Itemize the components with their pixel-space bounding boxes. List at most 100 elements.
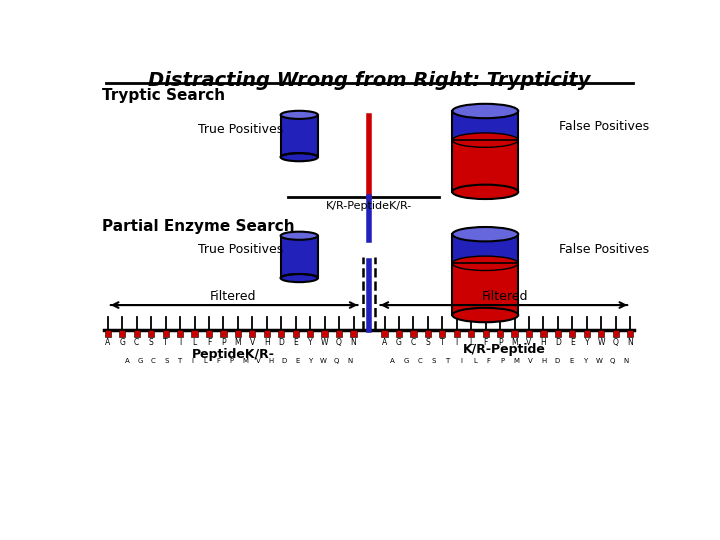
Bar [454,330,460,336]
Text: True Positives: True Positives [199,244,284,256]
Text: Tryptic Search: Tryptic Search [102,88,225,103]
Text: W: W [320,358,327,364]
Text: Q: Q [613,338,618,347]
Bar [425,330,431,336]
Text: T: T [440,338,445,347]
Text: P: P [221,338,226,347]
Text: V: V [250,338,255,347]
Bar [292,330,299,336]
Text: T: T [163,338,168,347]
Text: True Positives: True Positives [199,123,284,136]
Text: W: W [598,338,605,347]
Text: I: I [460,358,462,364]
Ellipse shape [281,232,318,240]
Text: Y: Y [583,358,587,364]
Text: W: W [321,338,328,347]
Text: Partial Enzyme Search: Partial Enzyme Search [102,219,294,234]
Text: Q: Q [334,358,339,364]
Text: M: M [511,338,518,347]
Text: Y: Y [308,338,312,347]
Text: E: E [570,338,575,347]
Text: H: H [541,358,546,364]
Bar [264,330,270,336]
Text: F: F [487,358,490,364]
Text: W: W [595,358,602,364]
Text: C: C [134,338,140,347]
Text: Y: Y [308,358,312,364]
Bar [281,115,318,157]
Text: I: I [456,338,458,347]
Ellipse shape [452,308,518,322]
Bar [249,330,256,336]
Ellipse shape [452,256,518,271]
Bar [396,330,402,336]
Ellipse shape [281,274,318,282]
Bar [235,330,241,336]
Text: F: F [217,358,221,364]
Bar [281,236,318,278]
Bar [220,330,227,336]
Text: I: I [179,338,181,347]
Text: L: L [192,338,197,347]
Text: G: G [138,358,143,364]
Ellipse shape [452,227,518,241]
Bar [351,330,356,336]
Text: G: G [403,358,409,364]
Text: K/R-Peptide: K/R-Peptide [463,343,546,356]
Text: Filtered: Filtered [210,290,256,303]
Bar [322,330,328,336]
Text: E: E [569,358,573,364]
Bar [307,330,313,336]
Text: PeptideK/R-: PeptideK/R- [192,348,275,361]
Text: G: G [396,338,402,347]
Text: A: A [382,338,387,347]
Text: M: M [513,358,519,364]
Bar [584,330,590,336]
Text: N: N [347,358,352,364]
Text: V: V [526,338,531,347]
Text: Y: Y [585,338,589,347]
Text: C: C [151,358,156,364]
Text: E: E [293,338,298,347]
Text: D: D [555,358,560,364]
Text: T: T [445,358,449,364]
Bar [134,330,140,336]
Text: K/R-PeptideK/R-: K/R-PeptideK/R- [326,201,412,211]
Text: T: T [177,358,181,364]
Text: L: L [469,338,473,347]
Bar [497,330,503,336]
Text: False Positives: False Positives [559,244,649,256]
Text: E: E [295,358,300,364]
Bar [177,330,183,336]
Text: M: M [235,338,241,347]
Text: G: G [120,338,125,347]
Ellipse shape [281,111,318,119]
Text: Filtered: Filtered [482,290,528,303]
Bar [120,330,125,336]
Text: I: I [192,358,194,364]
Text: Q: Q [610,358,615,364]
Text: N: N [351,338,356,347]
Bar [511,330,518,336]
Text: P: P [230,358,234,364]
Ellipse shape [452,133,518,147]
Text: H: H [541,338,546,347]
Text: H: H [264,338,270,347]
Text: P: P [498,338,503,347]
Bar [570,330,575,336]
Ellipse shape [452,104,518,118]
Text: F: F [207,338,211,347]
Bar [452,140,518,192]
Text: S: S [426,338,431,347]
Text: D: D [279,338,284,347]
Text: S: S [431,358,436,364]
Text: S: S [164,358,168,364]
Bar [452,111,518,140]
Text: M: M [242,358,248,364]
Text: N: N [627,338,633,347]
Bar [278,330,284,336]
Text: V: V [528,358,532,364]
Bar [452,234,518,264]
Bar [336,330,342,336]
Text: C: C [418,358,422,364]
